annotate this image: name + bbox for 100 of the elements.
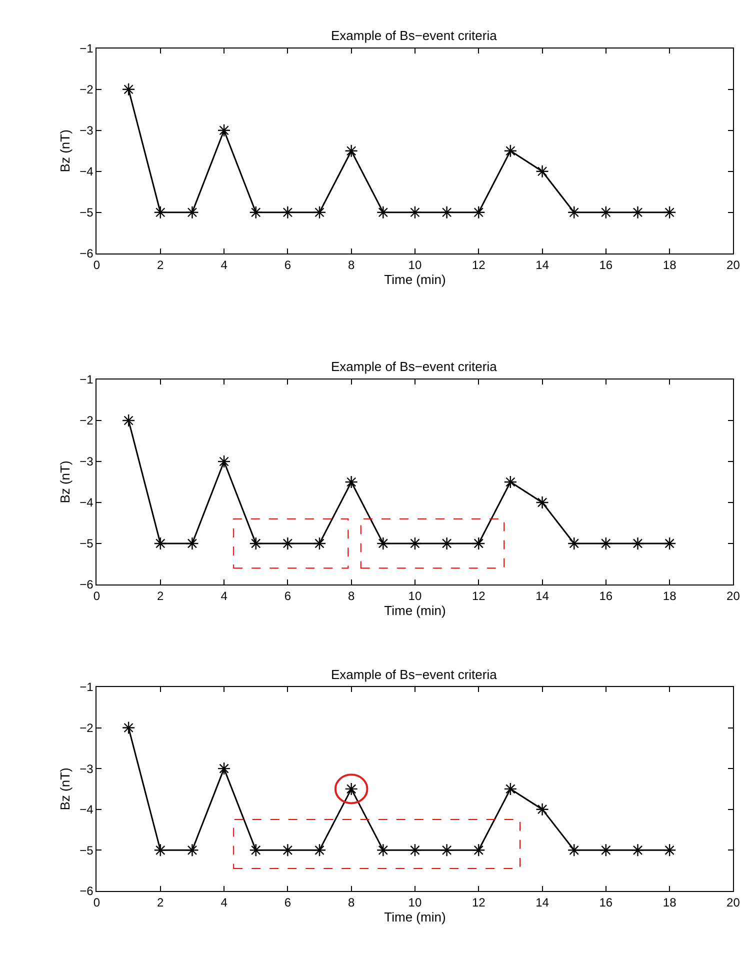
y-tick-label: −2 xyxy=(80,82,94,97)
point xyxy=(536,802,549,816)
x-tick-label: 12 xyxy=(472,895,486,910)
x-tick-label: 2 xyxy=(157,588,164,603)
point xyxy=(408,536,422,550)
x-tick-label: 2 xyxy=(157,895,164,910)
point xyxy=(567,844,581,857)
point xyxy=(536,496,549,510)
x-axis-title: Time (min) xyxy=(384,602,446,618)
x-axis-title: Time (min) xyxy=(384,272,446,287)
x-axis-title: Time (min) xyxy=(384,909,446,924)
y-tick-label: −4 xyxy=(80,802,94,817)
point xyxy=(631,206,644,219)
x-tick-label: 8 xyxy=(348,258,355,272)
x-tick-label: 10 xyxy=(408,588,422,603)
y-tick-label: −5 xyxy=(80,206,94,220)
x-tick-label: 6 xyxy=(284,258,292,272)
y-tick-label: −1 xyxy=(80,680,94,694)
y-tick-label: −1 xyxy=(80,42,94,56)
point xyxy=(249,536,262,550)
y-tick-label: −3 xyxy=(80,762,94,776)
x-tick-label: 4 xyxy=(220,895,228,910)
point xyxy=(408,844,422,857)
y-tick-label: −3 xyxy=(80,454,94,469)
x-tick-label: 0 xyxy=(93,258,100,272)
x-tick-label: 20 xyxy=(726,258,740,272)
point xyxy=(376,844,390,857)
point xyxy=(472,844,486,857)
point xyxy=(122,414,136,428)
point xyxy=(599,536,613,550)
x-tick-label: 6 xyxy=(284,895,292,910)
point xyxy=(536,164,549,178)
point xyxy=(154,536,167,550)
point xyxy=(504,782,518,796)
x-tick-label: 10 xyxy=(408,258,422,272)
x-tick-label: 18 xyxy=(662,895,677,910)
x-tick-label: 6 xyxy=(284,588,292,603)
x-tick-label: 0 xyxy=(93,588,100,603)
x-tick-label: 4 xyxy=(220,588,228,603)
point xyxy=(376,206,390,219)
x-tick-label: 14 xyxy=(536,258,550,272)
x-tick-label: 8 xyxy=(348,588,355,603)
point xyxy=(376,536,390,550)
y-tick-label: −6 xyxy=(80,884,94,898)
point xyxy=(662,844,676,857)
point xyxy=(122,721,136,734)
x-tick-label: 20 xyxy=(726,895,740,910)
x-tick-label: 12 xyxy=(472,258,486,272)
x-tick-label: 18 xyxy=(662,258,677,272)
point xyxy=(504,144,518,158)
chart-title: Example of Bs−event criteria xyxy=(331,667,498,682)
y-axis-title: Bz (nT) xyxy=(58,460,73,504)
point xyxy=(662,206,676,219)
point xyxy=(312,206,326,219)
point xyxy=(662,536,676,550)
point xyxy=(472,536,486,550)
x-tick-label: 12 xyxy=(472,588,486,603)
point xyxy=(344,144,358,158)
x-tick-label: 16 xyxy=(599,895,613,910)
point xyxy=(344,475,358,489)
y-tick-label: −5 xyxy=(80,536,94,551)
x-tick-label: 2 xyxy=(157,258,164,272)
point xyxy=(440,844,454,857)
x-tick-label: 18 xyxy=(662,588,677,603)
point xyxy=(408,206,422,219)
y-axis-title: Bz (nT) xyxy=(58,130,73,172)
y-tick-label: −3 xyxy=(80,124,94,138)
point xyxy=(440,206,454,219)
point xyxy=(186,844,199,857)
point xyxy=(249,206,262,219)
point xyxy=(567,536,581,550)
chart-title: Example of Bs−event criteria xyxy=(331,359,498,374)
point xyxy=(154,844,167,857)
chart-title: Example of Bs−event criteria xyxy=(331,28,498,43)
point xyxy=(186,536,199,550)
x-tick-label: 16 xyxy=(599,258,613,272)
x-tick-label: 10 xyxy=(408,895,422,910)
y-tick-label: −5 xyxy=(80,843,94,858)
point xyxy=(186,206,199,219)
point xyxy=(631,536,644,550)
x-tick-label: 20 xyxy=(726,588,740,603)
point xyxy=(567,206,581,219)
y-tick-label: −2 xyxy=(80,414,94,428)
point xyxy=(217,454,231,468)
point xyxy=(599,206,613,219)
x-tick-label: 14 xyxy=(536,588,550,603)
y-axis-title: Bz (nT) xyxy=(58,768,73,810)
point xyxy=(154,206,167,219)
y-tick-label: −6 xyxy=(80,578,94,592)
x-tick-label: 8 xyxy=(348,895,355,910)
x-tick-label: 14 xyxy=(536,895,550,910)
point xyxy=(217,762,231,776)
point xyxy=(217,124,231,137)
point xyxy=(631,844,644,857)
y-tick-label: −6 xyxy=(80,246,94,261)
x-tick-label: 0 xyxy=(93,895,100,910)
point xyxy=(281,206,294,219)
y-tick-label: −2 xyxy=(80,720,94,735)
point xyxy=(281,844,294,857)
y-tick-label: −4 xyxy=(80,496,94,510)
